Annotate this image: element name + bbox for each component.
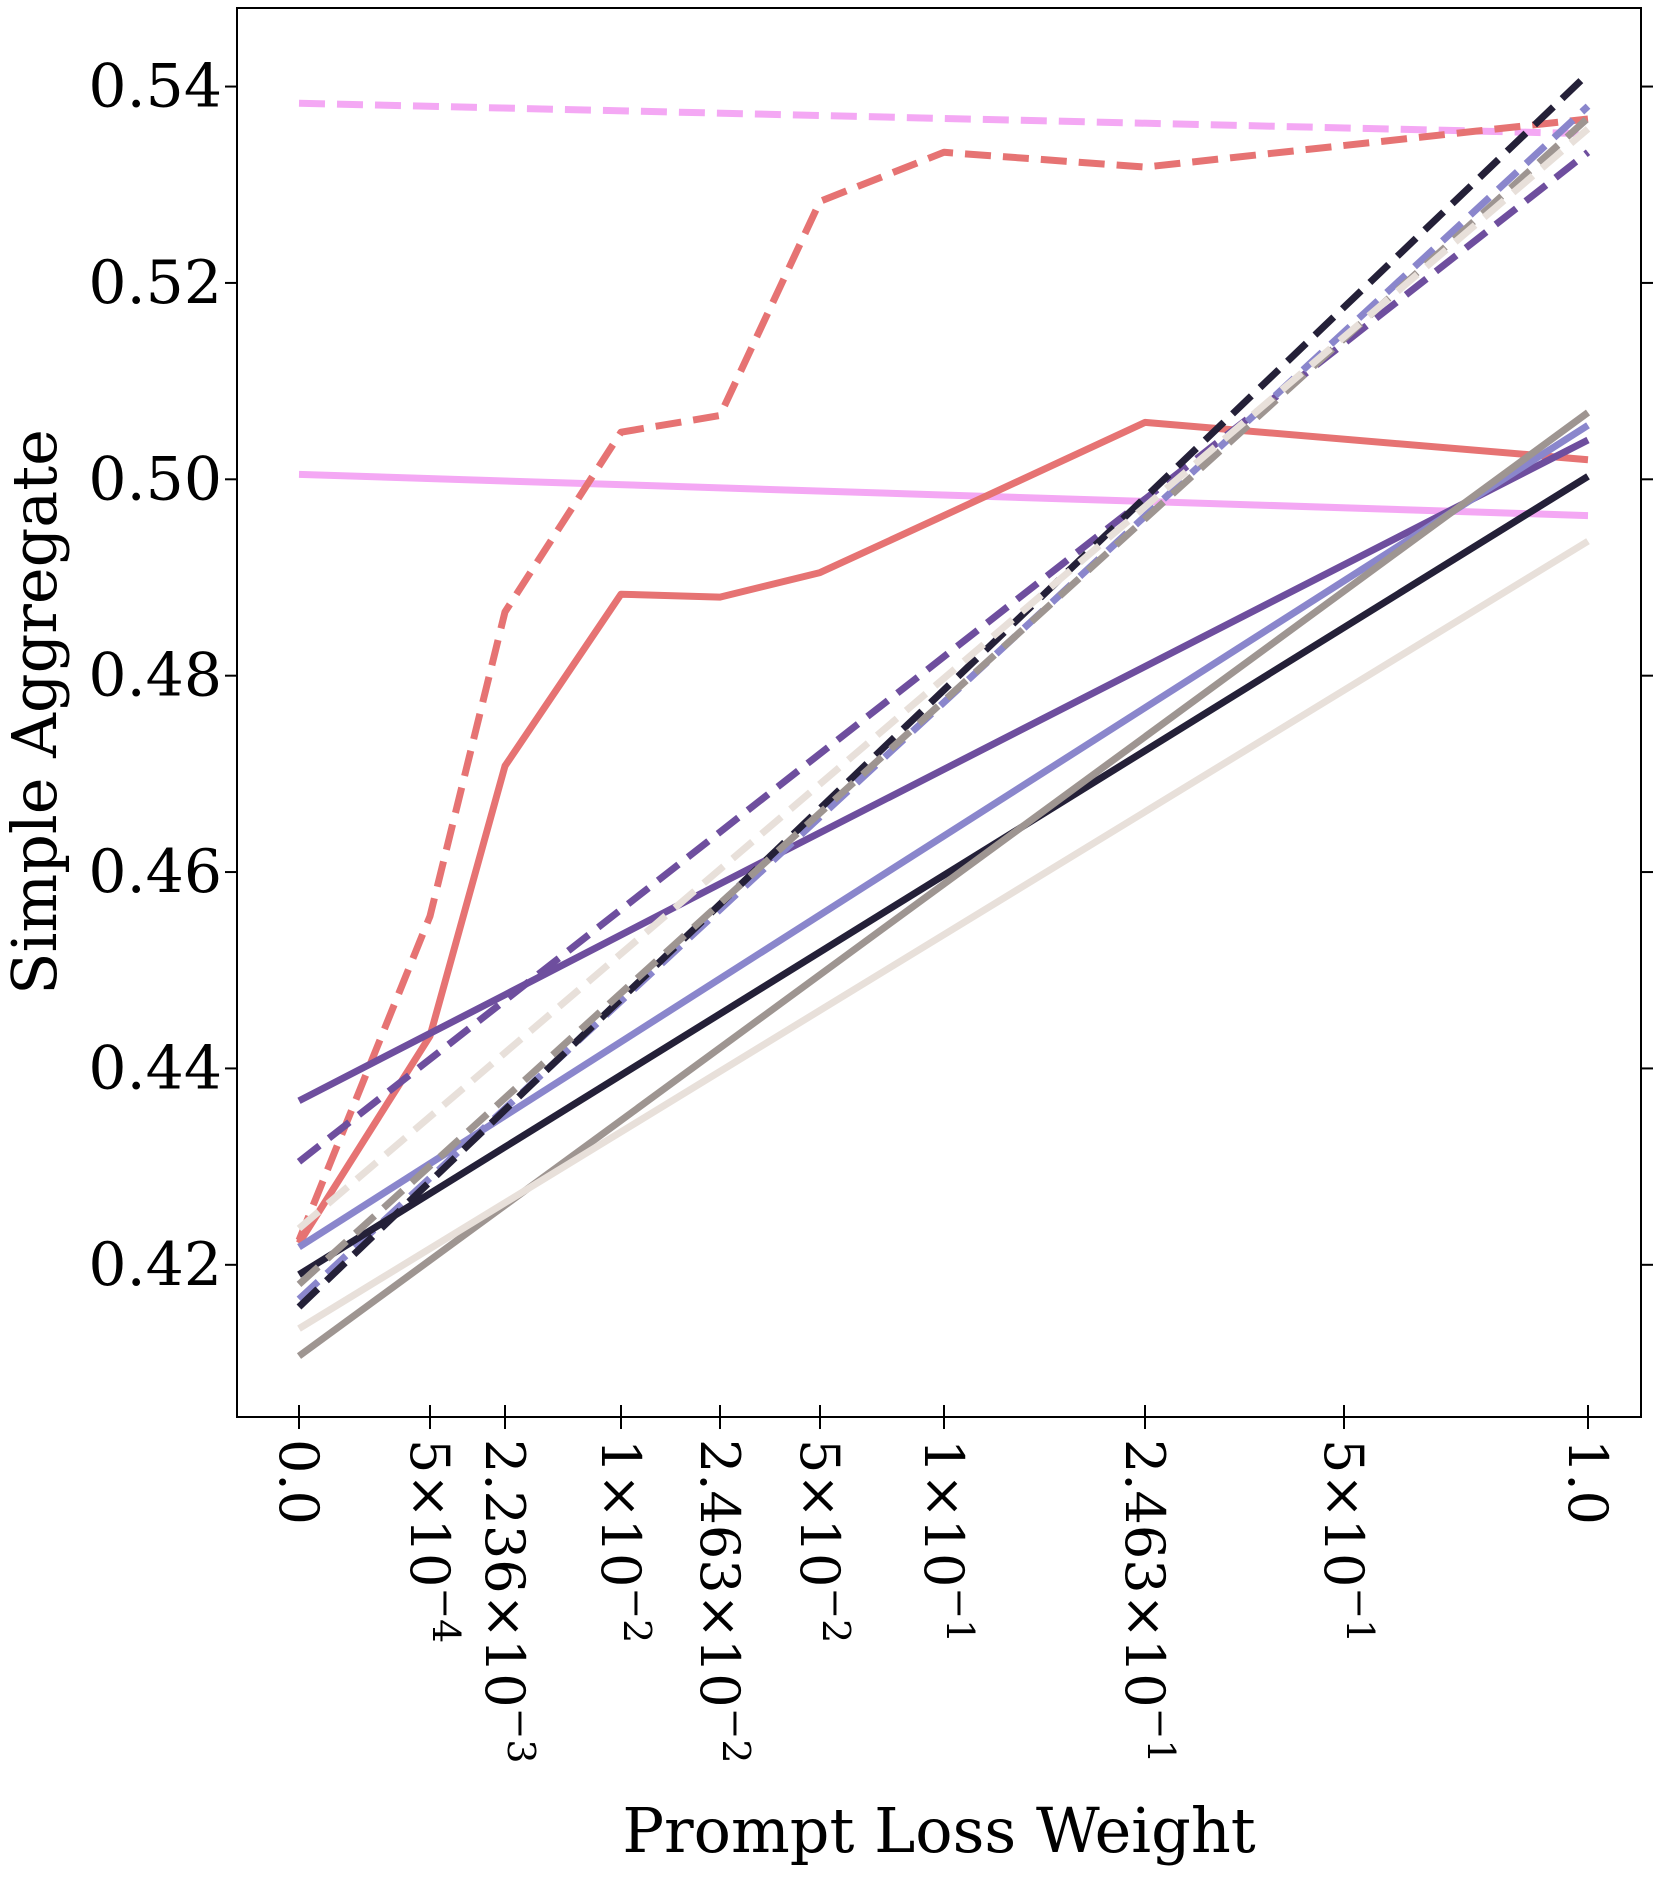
series-line-6-dashed [296,149,1591,1165]
x-tick-label: 1×10−1 [912,1439,982,1643]
y-axis: 0.42 0.44 0.46 0.48 0.50 0.52 0.54 [88,52,1653,1300]
series-line-7-solid [297,422,1590,1251]
x-tick-label: 0.0 [267,1439,330,1525]
x-axis: 0.0 5×10−4 2.236×10−3 1×10−2 2.463×10−2 5×10−… [267,1405,1619,1764]
series-line-1-solid [298,470,1589,520]
x-tick-label: 2.463×10−2 [688,1439,758,1764]
y-tick-label: 0.52 [88,248,222,318]
x-tick-label: 2.463×10−1 [1113,1439,1183,1764]
x-tick-label: 5×10−4 [398,1439,468,1643]
y-tick-label: 0.50 [88,444,222,514]
series-line-3-solid [296,418,1589,1246]
y-tick-label: 0.42 [88,1230,222,1300]
series-layer [295,71,1591,1359]
series-line-8-dashed [296,103,1591,1302]
y-tick-label: 0.46 [88,837,222,907]
x-tick-label: 5×10−1 [1312,1439,1382,1643]
y-axis-label: Simple Aggregate [0,429,71,995]
series-line-5-solid [297,436,1590,1104]
series-line-13-solid [297,538,1590,1332]
x-tick-label: 2.236×10−3 [473,1439,543,1764]
series-line-9-solid [297,473,1590,1278]
series-line-14-dashed [296,126,1591,1232]
x-axis-label: Prompt Loss Weight [622,1794,1255,1867]
plot-frame [236,7,1642,1418]
y-tick-label: 0.44 [88,1033,222,1103]
series-line-2-dashed [298,99,1589,138]
y-tick-label: 0.48 [88,641,222,711]
x-tick-label: 5×10−2 [788,1439,858,1643]
x-tick-label: 1×10−2 [589,1439,659,1643]
y-tick-label: 0.54 [88,52,222,122]
x-tick-label: 1.0 [1556,1439,1619,1525]
series-line-10-dashed [296,71,1591,1310]
